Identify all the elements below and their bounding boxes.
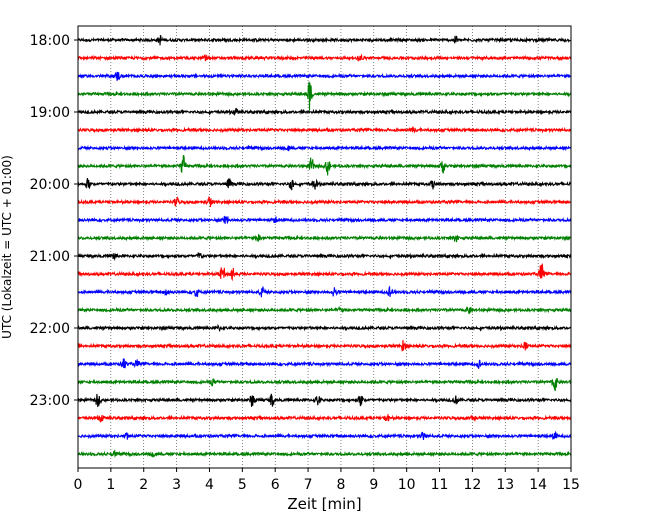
- trace-line: [77, 196, 572, 207]
- x-tick-label: 15: [562, 477, 580, 493]
- x-axis-label: Zeit [min]: [287, 495, 361, 513]
- trace-line: [77, 449, 572, 458]
- x-tick-label: 0: [74, 477, 83, 493]
- y-tick-label: 20:00: [30, 177, 70, 193]
- plot-frame: [77, 25, 572, 469]
- trace-line: [77, 339, 572, 352]
- x-tick-label: 13: [496, 477, 514, 493]
- x-tick-label: 9: [369, 477, 378, 493]
- traces-group: [77, 34, 572, 458]
- x-tick-label: 8: [336, 477, 345, 493]
- x-tick-label: 4: [205, 477, 214, 493]
- trace-line: [77, 414, 572, 423]
- trace-line: [77, 34, 572, 46]
- x-tick-label: 3: [172, 477, 181, 493]
- trace-line: [77, 81, 572, 111]
- x-tick-label: 1: [106, 477, 115, 493]
- trace-line: [77, 144, 572, 152]
- trace-line: [77, 285, 572, 298]
- trace-line: [77, 305, 572, 315]
- trace-line: [77, 263, 572, 282]
- trace-line: [77, 71, 572, 81]
- x-axis-ticks: 0 1 2 3 4 5 6 7 8 9 10 11 12 13 14 15: [74, 468, 580, 493]
- x-tick-label: 14: [529, 477, 547, 493]
- y-tick-label: 23:00: [30, 393, 70, 409]
- trace-line: [77, 107, 572, 117]
- x-tick-label: 11: [431, 477, 449, 493]
- x-tick-label: 7: [304, 477, 313, 493]
- trace-line: [77, 358, 572, 369]
- x-tick-label: 10: [398, 477, 416, 493]
- trace-line: [77, 323, 572, 332]
- y-tick-label: 22:00: [30, 321, 70, 337]
- y-tick-label: 21:00: [30, 249, 70, 265]
- y-axis-label: UTC (Lokalzeit = UTC + 01:00): [0, 155, 14, 339]
- trace-line: [77, 53, 572, 63]
- trace-line: [77, 126, 572, 134]
- trace-line: [77, 234, 572, 243]
- trace-line: [77, 154, 572, 176]
- y-tick-label: 19:00: [30, 105, 70, 121]
- y-tick-label: 18:00: [30, 33, 70, 49]
- x-tick-label: 12: [463, 477, 481, 493]
- trace-line: [77, 430, 572, 440]
- y-axis-ticks: 18:00 19:00 20:00 21:00 22:00 23:00: [30, 33, 78, 409]
- trace-line: [77, 215, 572, 224]
- x-tick-label: 5: [238, 477, 247, 493]
- trace-line: [77, 252, 572, 262]
- trace-line: [77, 393, 572, 408]
- trace-line: [77, 377, 572, 392]
- trace-line: [77, 178, 572, 191]
- x-tick-label: 6: [271, 477, 280, 493]
- x-tick-label: 2: [139, 477, 148, 493]
